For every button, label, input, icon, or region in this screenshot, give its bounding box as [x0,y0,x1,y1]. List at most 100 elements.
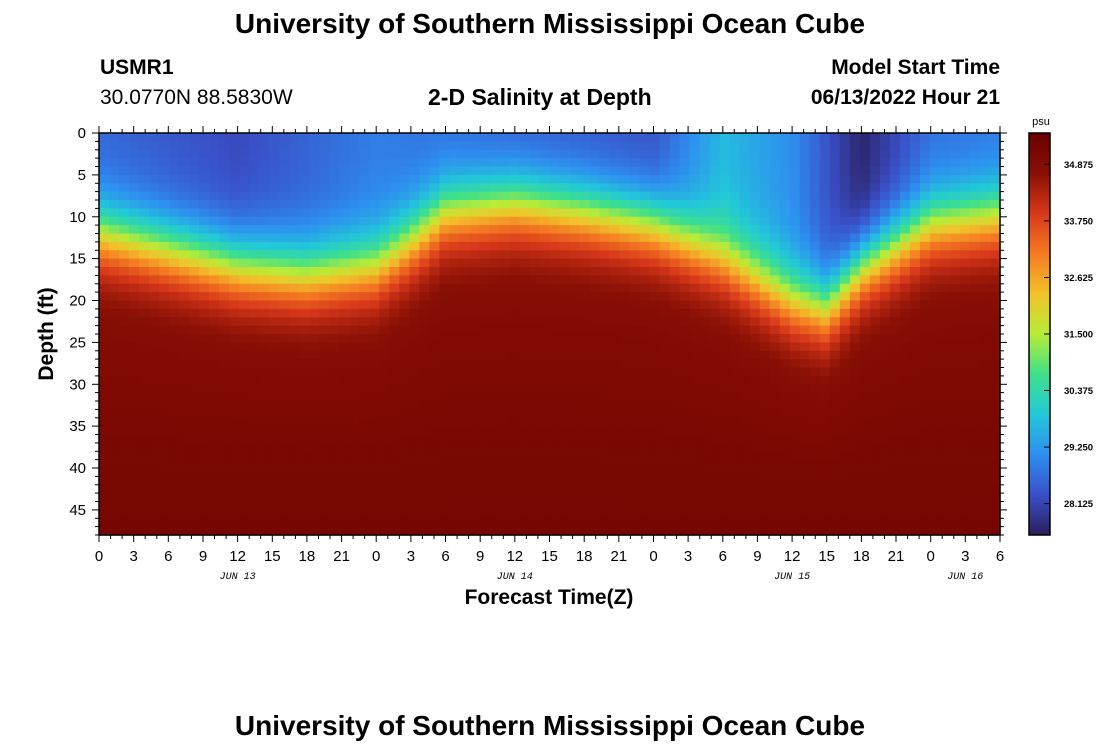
heatmap-cell [489,367,501,377]
heatmap-cell [209,225,220,235]
heatmap-cell [139,300,150,310]
heatmap-cell [809,451,821,461]
heatmap-cell [739,258,751,268]
heatmap-cell [279,174,290,184]
heatmap-cell [649,359,661,369]
heatmap-cell [319,401,330,410]
heatmap-cell [639,267,651,276]
heatmap-cell [789,518,801,528]
heatmap-cell [99,258,110,268]
heatmap-cell [489,501,501,511]
heatmap-cell [139,250,150,260]
heatmap-cell [289,158,300,168]
heatmap-cell [409,250,420,260]
heatmap-cell [559,283,571,293]
y-tick-label: 25 [69,334,86,351]
heatmap-cell [549,501,561,511]
heatmap-cell [799,267,811,276]
heatmap-cell [629,359,641,369]
heatmap-cell [539,350,551,360]
heatmap-cell [429,442,440,452]
heatmap-cell [279,325,290,335]
heatmap-cell [449,275,460,285]
heatmap-cell [419,149,430,159]
heatmap-cell [189,216,200,226]
heatmap-cell [279,233,290,243]
heatmap-cell [459,375,471,385]
heatmap-cell [589,174,601,184]
heatmap-cell [239,342,250,352]
heatmap-cell [589,208,601,218]
heatmap-cell [339,300,350,310]
heatmap-cell [209,417,220,427]
heatmap-cell [619,174,631,184]
heatmap-cell [159,359,170,369]
heatmap-cell [249,409,260,419]
heatmap-cell [629,451,641,461]
heatmap-cell [969,493,981,503]
heatmap-cell [349,258,360,268]
heatmap-cell [269,367,280,377]
heatmap-cell [169,350,180,360]
heatmap-cell [439,133,450,142]
heatmap-cell [989,317,1001,327]
heatmap-cell [689,426,701,436]
heatmap-cell [599,300,611,310]
heatmap-cell [379,133,390,142]
heatmap-cell [119,200,130,209]
heatmap-cell [929,375,941,385]
heatmap-cell [309,133,320,142]
heatmap-cell [649,392,661,402]
heatmap-cell [389,133,400,142]
heatmap-cell [619,141,631,151]
heatmap-cell [949,174,961,184]
heatmap-cell [179,392,190,402]
heatmap-cell [379,275,390,285]
heatmap-cell [529,401,541,410]
heatmap-cell [169,442,180,452]
heatmap-cell [349,526,360,536]
heatmap-cell [529,241,541,251]
heatmap-cell [509,250,521,260]
heatmap-cell [229,241,240,251]
heatmap-cell [319,459,330,469]
heatmap-cell [149,426,160,436]
heatmap-cell [989,133,1001,142]
heatmap-cell [499,216,511,226]
heatmap-cell [989,434,1001,444]
heatmap-cell [849,292,861,302]
heatmap-cell [789,292,801,302]
heatmap-cell [699,141,711,151]
heatmap-cell [219,225,230,235]
heatmap-cell [159,325,170,335]
heatmap-cell [389,518,400,528]
heatmap-cell [519,216,531,226]
heatmap-cell [179,174,190,184]
heatmap-cell [889,183,901,193]
heatmap-cell [739,401,751,410]
heatmap-cell [719,225,731,235]
heatmap-cell [209,392,220,402]
heatmap-cell [439,384,450,394]
heatmap-cell [129,308,140,318]
heatmap-cell [619,250,631,260]
heatmap-cell [499,300,511,310]
heatmap-cell [329,191,340,201]
heatmap-cell [319,325,330,335]
heatmap-cell [619,241,631,251]
heatmap-cell [439,250,450,260]
heatmap-cell [769,141,781,151]
heatmap-cell [399,267,410,276]
heatmap-cell [959,426,971,436]
heatmap-cell [659,133,671,142]
heatmap-cell [399,308,410,318]
heatmap-cell [219,384,230,394]
heatmap-cell [749,476,761,486]
heatmap-cell [659,375,671,385]
heatmap-cell [809,283,821,293]
heatmap-cell [629,166,641,176]
heatmap-cell [819,493,831,503]
heatmap-cell [259,342,270,352]
heatmap-cell [859,191,871,201]
heatmap-cell [579,384,591,394]
